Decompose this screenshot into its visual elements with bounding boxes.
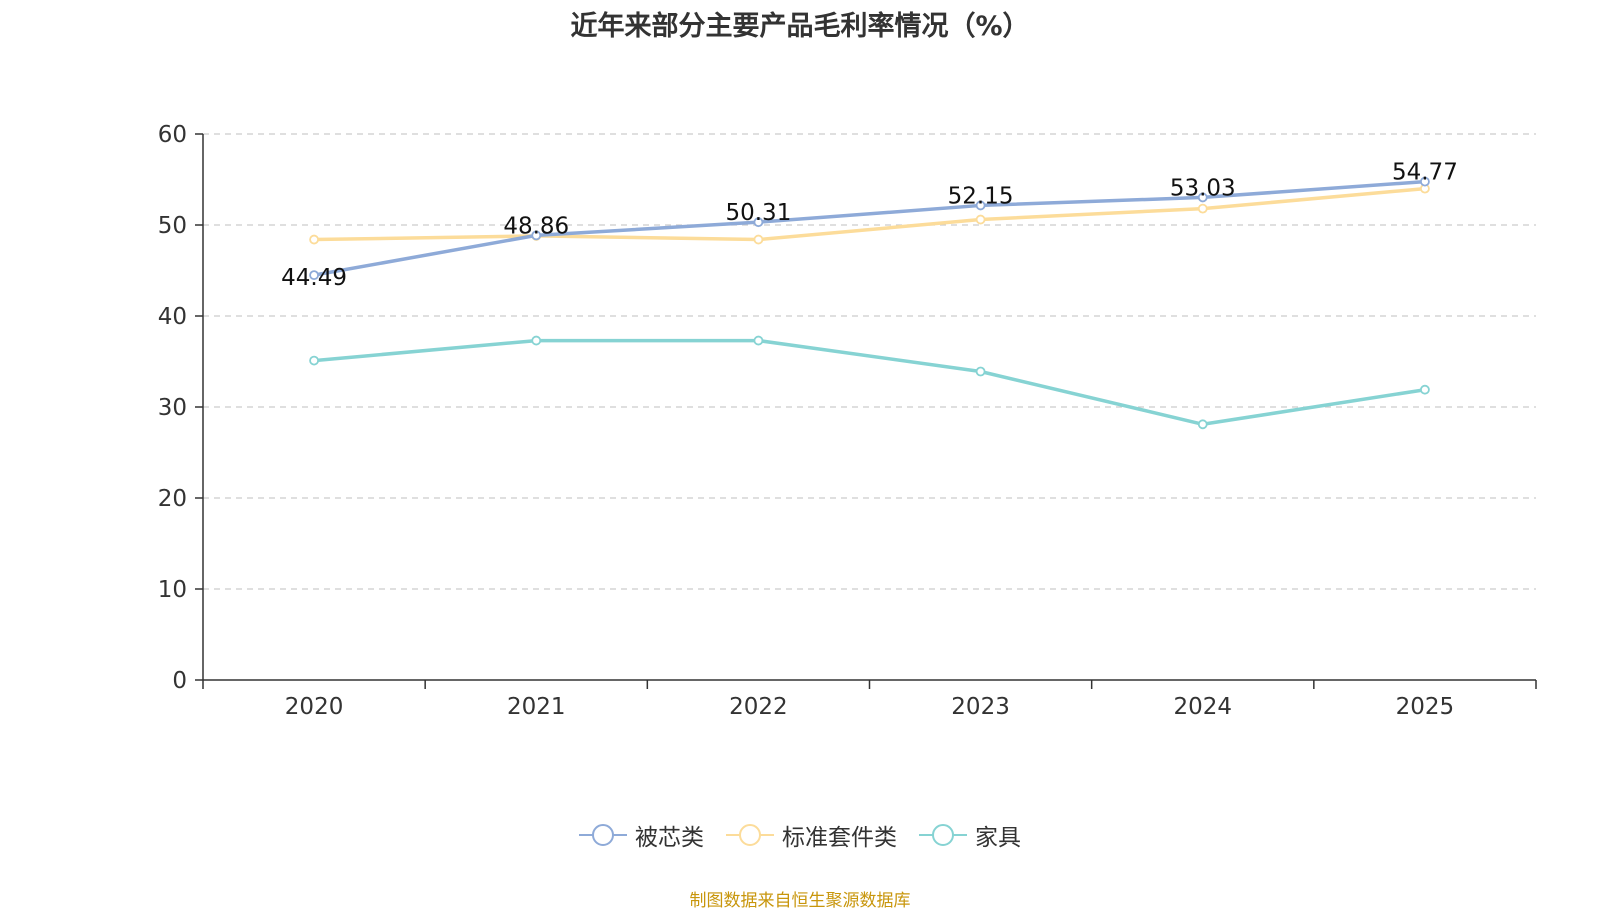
series-line-1	[314, 186, 1426, 242]
data-label: 53.03	[1170, 175, 1236, 201]
legend-swatch-standard-kit	[726, 824, 774, 846]
chart-title: 近年来部分主要产品毛利率情况（%）	[570, 11, 1030, 42]
data-point	[531, 335, 542, 346]
data-point	[753, 217, 764, 228]
data-point	[1197, 192, 1208, 203]
legend-label-standard-kit: 标准套件类	[782, 825, 897, 851]
data-point	[1197, 203, 1208, 214]
data-point	[1197, 419, 1208, 430]
y-tick-label: 10	[158, 577, 187, 603]
data-label: 48.86	[503, 213, 569, 239]
legend-item-bei-xin[interactable]: 被芯类	[579, 818, 704, 852]
x-tick-label: 2022	[729, 694, 788, 720]
data-point	[975, 214, 986, 225]
line-chart: 0 10 20 30 40 50 60 2020 2021 2022 2023 2024 2025 44.…	[158, 122, 1537, 720]
data-label: 54.77	[1392, 160, 1458, 186]
data-point	[309, 270, 319, 281]
y-tick-label: 0	[172, 668, 187, 694]
legend-label-furniture: 家具	[975, 825, 1021, 851]
series-line-2	[313, 338, 1426, 427]
data-point	[1420, 384, 1430, 395]
y-tick-label: 20	[158, 486, 187, 512]
data-point	[309, 355, 319, 366]
legend: 被芯类 标准套件类 家具	[0, 818, 1600, 852]
series-line-0	[313, 179, 1426, 277]
data-label: 44.49	[281, 265, 347, 291]
data-point	[753, 234, 764, 245]
data-point	[975, 200, 986, 211]
data-point	[531, 230, 542, 241]
legend-swatch-bei-xin	[579, 824, 627, 846]
data-point	[1420, 176, 1430, 187]
y-tick-label: 30	[158, 395, 187, 421]
legend-item-furniture[interactable]: 家具	[919, 818, 1021, 852]
x-tick-label: 2024	[1173, 694, 1232, 720]
x-tick-label: 2025	[1396, 694, 1455, 720]
legend-swatch-furniture	[919, 824, 967, 846]
data-label: 52.15	[948, 183, 1014, 209]
data-point	[975, 366, 986, 377]
x-tick-label: 2020	[285, 694, 344, 720]
y-tick-label: 60	[158, 122, 187, 148]
y-tick-label: 50	[158, 213, 187, 239]
legend-label-bei-xin: 被芯类	[635, 825, 704, 851]
x-tick-label: 2021	[507, 694, 566, 720]
data-label: 50.31	[725, 200, 791, 226]
legend-item-standard-kit[interactable]: 标准套件类	[726, 818, 897, 852]
data-source-note: 制图数据来自恒生聚源数据库	[689, 891, 911, 911]
y-tick-label: 40	[158, 304, 187, 330]
x-tick-label: 2023	[951, 694, 1010, 720]
data-point	[753, 335, 764, 346]
data-point	[309, 234, 319, 245]
